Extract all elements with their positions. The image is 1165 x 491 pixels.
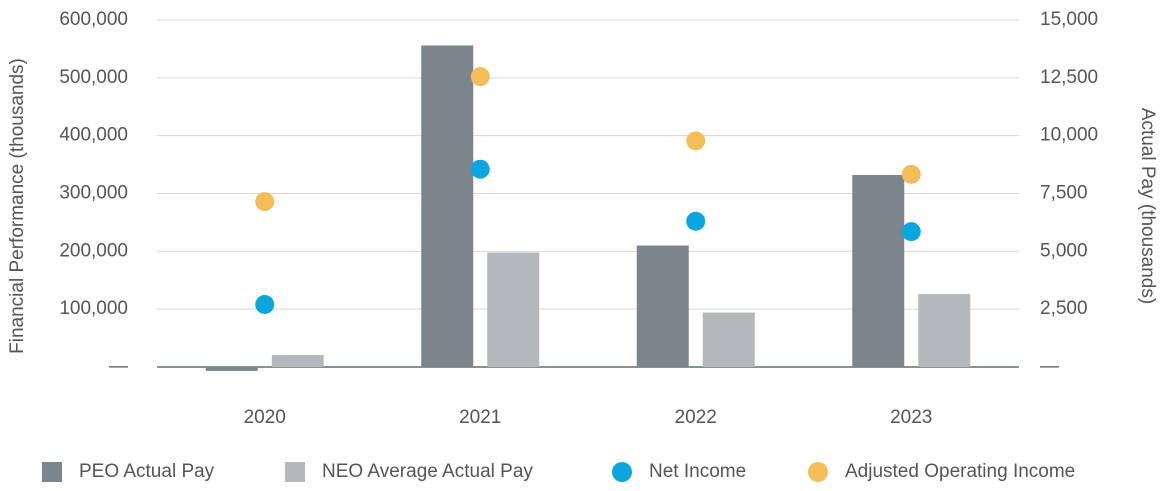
y-tick-label: 400,000 [59,125,128,146]
y2-tick-label: 7,500 [1040,183,1088,204]
bar [636,245,689,367]
legend-label: Adjusted Operating Income [845,461,1075,482]
legend-swatch [808,462,828,482]
y-tick-label: — [109,356,128,377]
bar [421,45,474,367]
y-tick-label: 600,000 [59,9,128,30]
scatter-point [255,295,275,315]
bar [918,294,971,367]
bar [852,174,905,367]
y-tick-label: 200,000 [59,240,128,261]
legend-swatch [42,462,62,482]
bar [702,312,755,367]
y-axis-title: Financial Performance (thousands) [7,58,28,354]
scatter-point [686,131,706,151]
y2-tick-label: — [1040,356,1059,377]
scatter-point [686,211,706,231]
legend-label: NEO Average Actual Pay [322,461,533,482]
y2-tick-label: 15,000 [1040,9,1098,30]
x-tick-label: 2023 [890,407,932,428]
y-tick-label: 300,000 [59,183,128,204]
y2-tick-label: 5,000 [1040,240,1088,261]
x-tick-label: 2020 [244,407,286,428]
legend-swatch [285,462,305,482]
legend-swatch [612,462,632,482]
y2-tick-label: 2,500 [1040,298,1088,319]
y2-axis-title: Actual Pay (thousands) [1137,108,1158,304]
y2-tick-label: 12,500 [1040,67,1098,88]
scatter-point [901,164,921,184]
scatter-point [901,222,921,242]
x-tick-label: 2021 [459,407,501,428]
bar [205,366,258,371]
y2-tick-label: 10,000 [1040,125,1098,146]
scatter-point [470,67,490,87]
y-tick-label: 500,000 [59,67,128,88]
legend-label: PEO Actual Pay [79,461,215,482]
bar [271,354,324,367]
scatter-point [255,192,275,212]
scatter-point [470,159,490,179]
bar [487,252,540,367]
x-tick-label: 2022 [675,407,717,428]
y-tick-label: 100,000 [59,298,128,319]
legend-label: Net Income [649,461,746,482]
